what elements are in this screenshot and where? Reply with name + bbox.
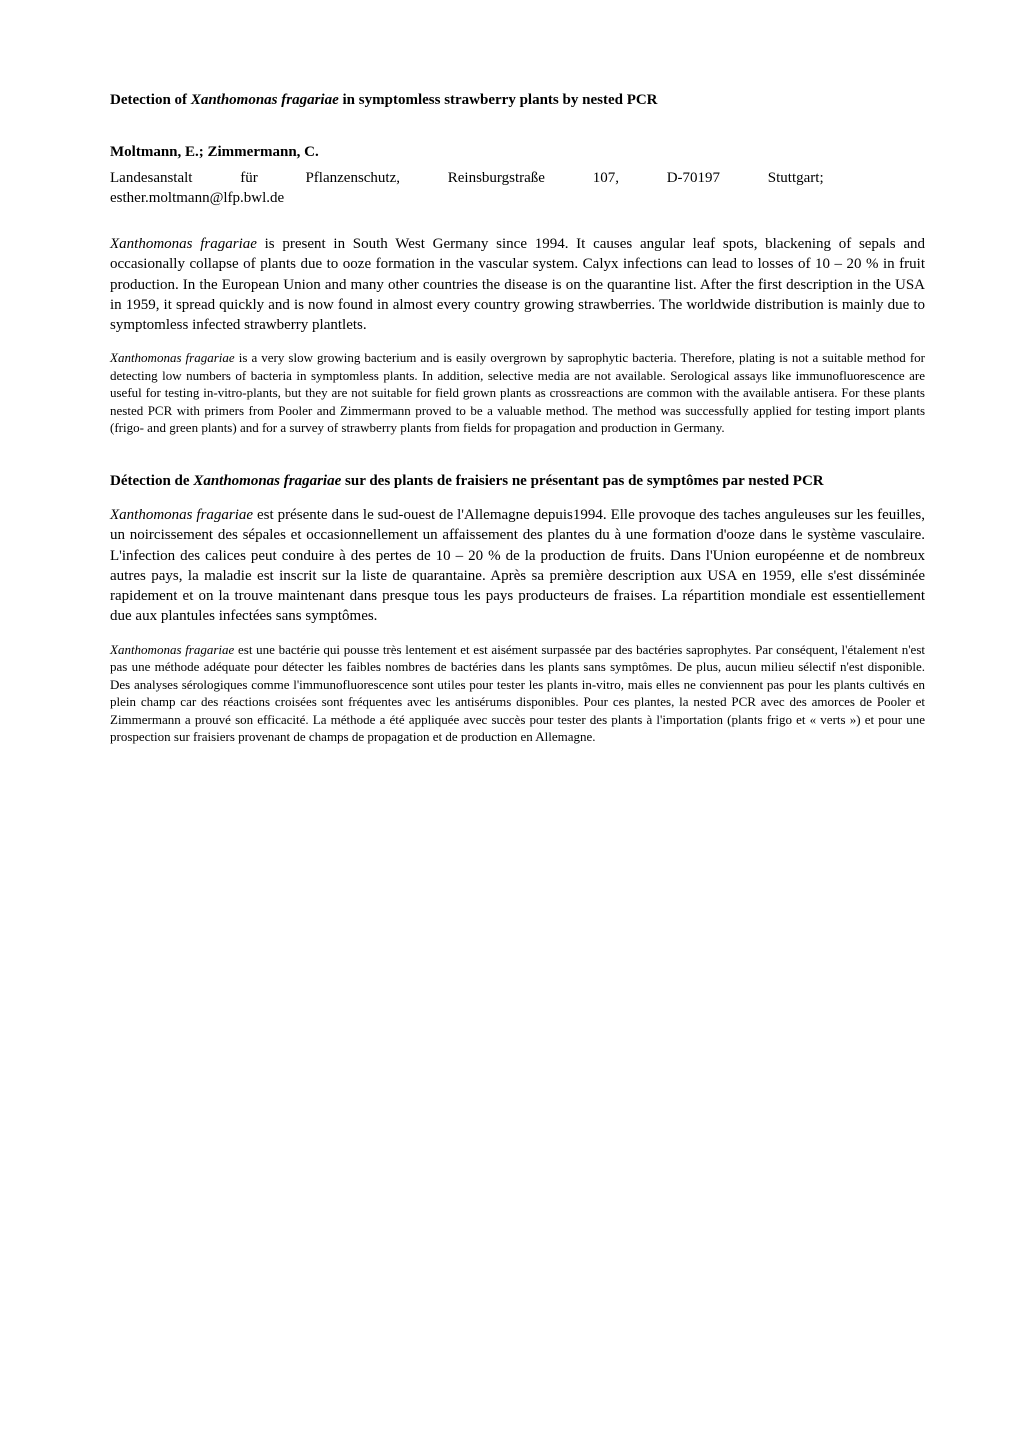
authors: Moltmann, E.; Zimmermann, C. [110, 142, 925, 162]
title-en-species: Xanthomonas fragariae [191, 92, 339, 108]
abstract-fr-p1-text: est présente dans le sud-ouest de l'Alle… [110, 507, 925, 624]
title-fr-species: Xanthomonas fragariae [193, 473, 341, 489]
abstract-english-p2: Xanthomonas fragariae is a very slow gro… [110, 349, 925, 437]
abstract-fr-p2-text: est une bactérie qui pousse très lenteme… [110, 642, 925, 745]
abstract-french-p1: Xanthomonas fragariae est présente dans … [110, 505, 925, 627]
title-fr-suffix: sur des plants de fraisiers ne présentan… [341, 473, 823, 489]
title-en-prefix: Detection of [110, 92, 191, 108]
abstract-fr-p1-species: Xanthomonas fragariae [110, 507, 253, 523]
title-en-suffix: in symptomless strawberry plants by nest… [339, 92, 658, 108]
abstract-english-p1: Xanthomonas fragariae is present in Sout… [110, 234, 925, 335]
affiliation: Landesanstalt für Pflanzenschutz, Reinsb… [110, 168, 925, 209]
affiliation-line2: esther.moltmann@lfp.bwl.de [110, 188, 925, 208]
title-french: Détection de Xanthomonas fragariae sur d… [110, 471, 925, 491]
abstract-french-p2: Xanthomonas fragariae est une bactérie q… [110, 641, 925, 746]
title-fr-prefix: Détection de [110, 473, 193, 489]
affiliation-line1: Landesanstalt für Pflanzenschutz, Reinsb… [110, 168, 925, 188]
abstract-fr-p2-species: Xanthomonas fragariae [110, 642, 234, 657]
abstract-en-p1-species: Xanthomonas fragariae [110, 236, 265, 252]
title-english: Detection of Xanthomonas fragariae in sy… [110, 90, 925, 110]
abstract-en-p2-species: Xanthomonas fragariae [110, 350, 235, 365]
